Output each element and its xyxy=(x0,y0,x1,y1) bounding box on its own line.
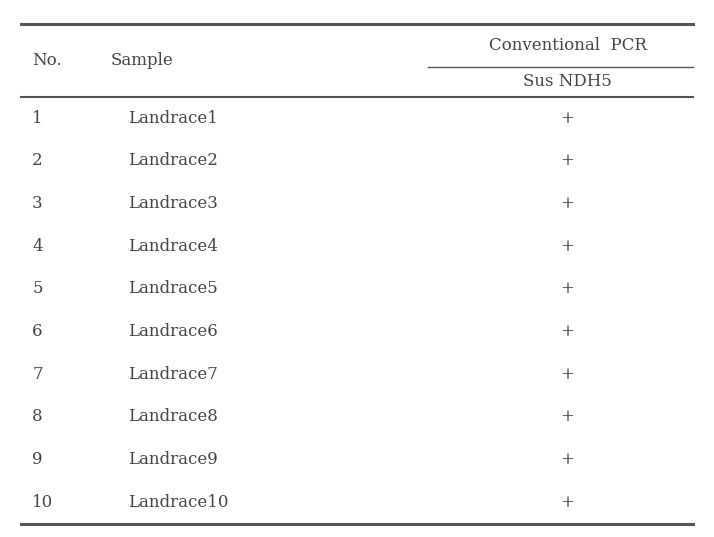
Text: Landrace5: Landrace5 xyxy=(129,280,218,297)
Text: +: + xyxy=(560,451,575,468)
Text: 9: 9 xyxy=(32,451,43,468)
Text: Landrace2: Landrace2 xyxy=(129,152,218,169)
Text: +: + xyxy=(560,408,575,425)
Text: +: + xyxy=(560,195,575,212)
Text: Conventional  PCR: Conventional PCR xyxy=(488,37,647,54)
Text: +: + xyxy=(560,110,575,127)
Text: Sample: Sample xyxy=(111,52,174,69)
Text: 4: 4 xyxy=(32,237,43,255)
Text: +: + xyxy=(560,152,575,169)
Text: 8: 8 xyxy=(32,408,43,425)
Text: Landrace7: Landrace7 xyxy=(129,366,218,383)
Text: +: + xyxy=(560,494,575,511)
Text: Landrace8: Landrace8 xyxy=(129,408,218,425)
Text: 5: 5 xyxy=(32,280,43,297)
Text: No.: No. xyxy=(32,52,62,69)
Text: Landrace4: Landrace4 xyxy=(129,237,218,255)
Text: Sus NDH5: Sus NDH5 xyxy=(523,74,612,90)
Text: 3: 3 xyxy=(32,195,43,212)
Text: 1: 1 xyxy=(32,110,43,127)
Text: Landrace10: Landrace10 xyxy=(129,494,229,511)
Text: Landrace3: Landrace3 xyxy=(129,195,218,212)
Text: Landrace9: Landrace9 xyxy=(129,451,218,468)
Text: 10: 10 xyxy=(32,494,54,511)
Text: +: + xyxy=(560,237,575,255)
Text: +: + xyxy=(560,280,575,297)
Text: 2: 2 xyxy=(32,152,43,169)
Text: +: + xyxy=(560,366,575,383)
Text: 7: 7 xyxy=(32,366,43,383)
Text: Landrace1: Landrace1 xyxy=(129,110,218,127)
Text: Landrace6: Landrace6 xyxy=(129,323,218,340)
Text: 6: 6 xyxy=(32,323,43,340)
Text: +: + xyxy=(560,323,575,340)
